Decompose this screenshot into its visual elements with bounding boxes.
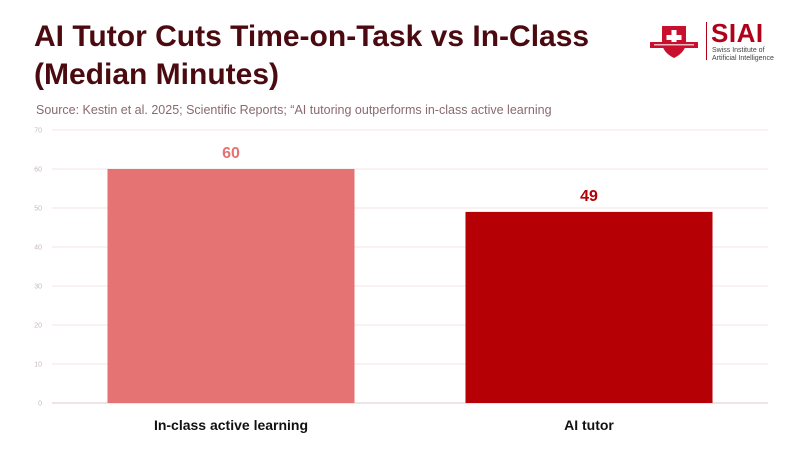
chart-source-note: Source: Kestin et al. 2025; Scientific R… <box>36 103 552 117</box>
chart-title: AI Tutor Cuts Time-on-Task vs In-Class (… <box>34 20 590 91</box>
swiss-shield-icon <box>650 26 698 58</box>
y-tick-label: 20 <box>34 323 42 330</box>
y-tick-label: 70 <box>34 128 42 135</box>
bar-value-label: 49 <box>580 188 598 205</box>
logo-divider <box>706 22 707 60</box>
bar <box>107 169 355 403</box>
y-tick-label: 0 <box>38 401 42 408</box>
bar-value-label: 60 <box>222 145 240 162</box>
y-tick-label: 30 <box>34 284 42 291</box>
logo-brand-subtitle: Swiss Institute of Artificial Intelligen… <box>712 47 774 62</box>
y-tick-label: 40 <box>34 245 42 252</box>
logo-brand: SIAI <box>711 18 764 48</box>
bar <box>465 211 713 403</box>
x-category-label: AI tutor <box>564 417 614 433</box>
y-tick-label: 10 <box>34 362 42 369</box>
y-tick-label: 50 <box>34 206 42 213</box>
x-category-label: In-class active learning <box>154 417 308 433</box>
siai-logo: SIAI Swiss Institute of Artificial Intel… <box>648 18 778 64</box>
y-tick-label: 60 <box>34 167 42 174</box>
